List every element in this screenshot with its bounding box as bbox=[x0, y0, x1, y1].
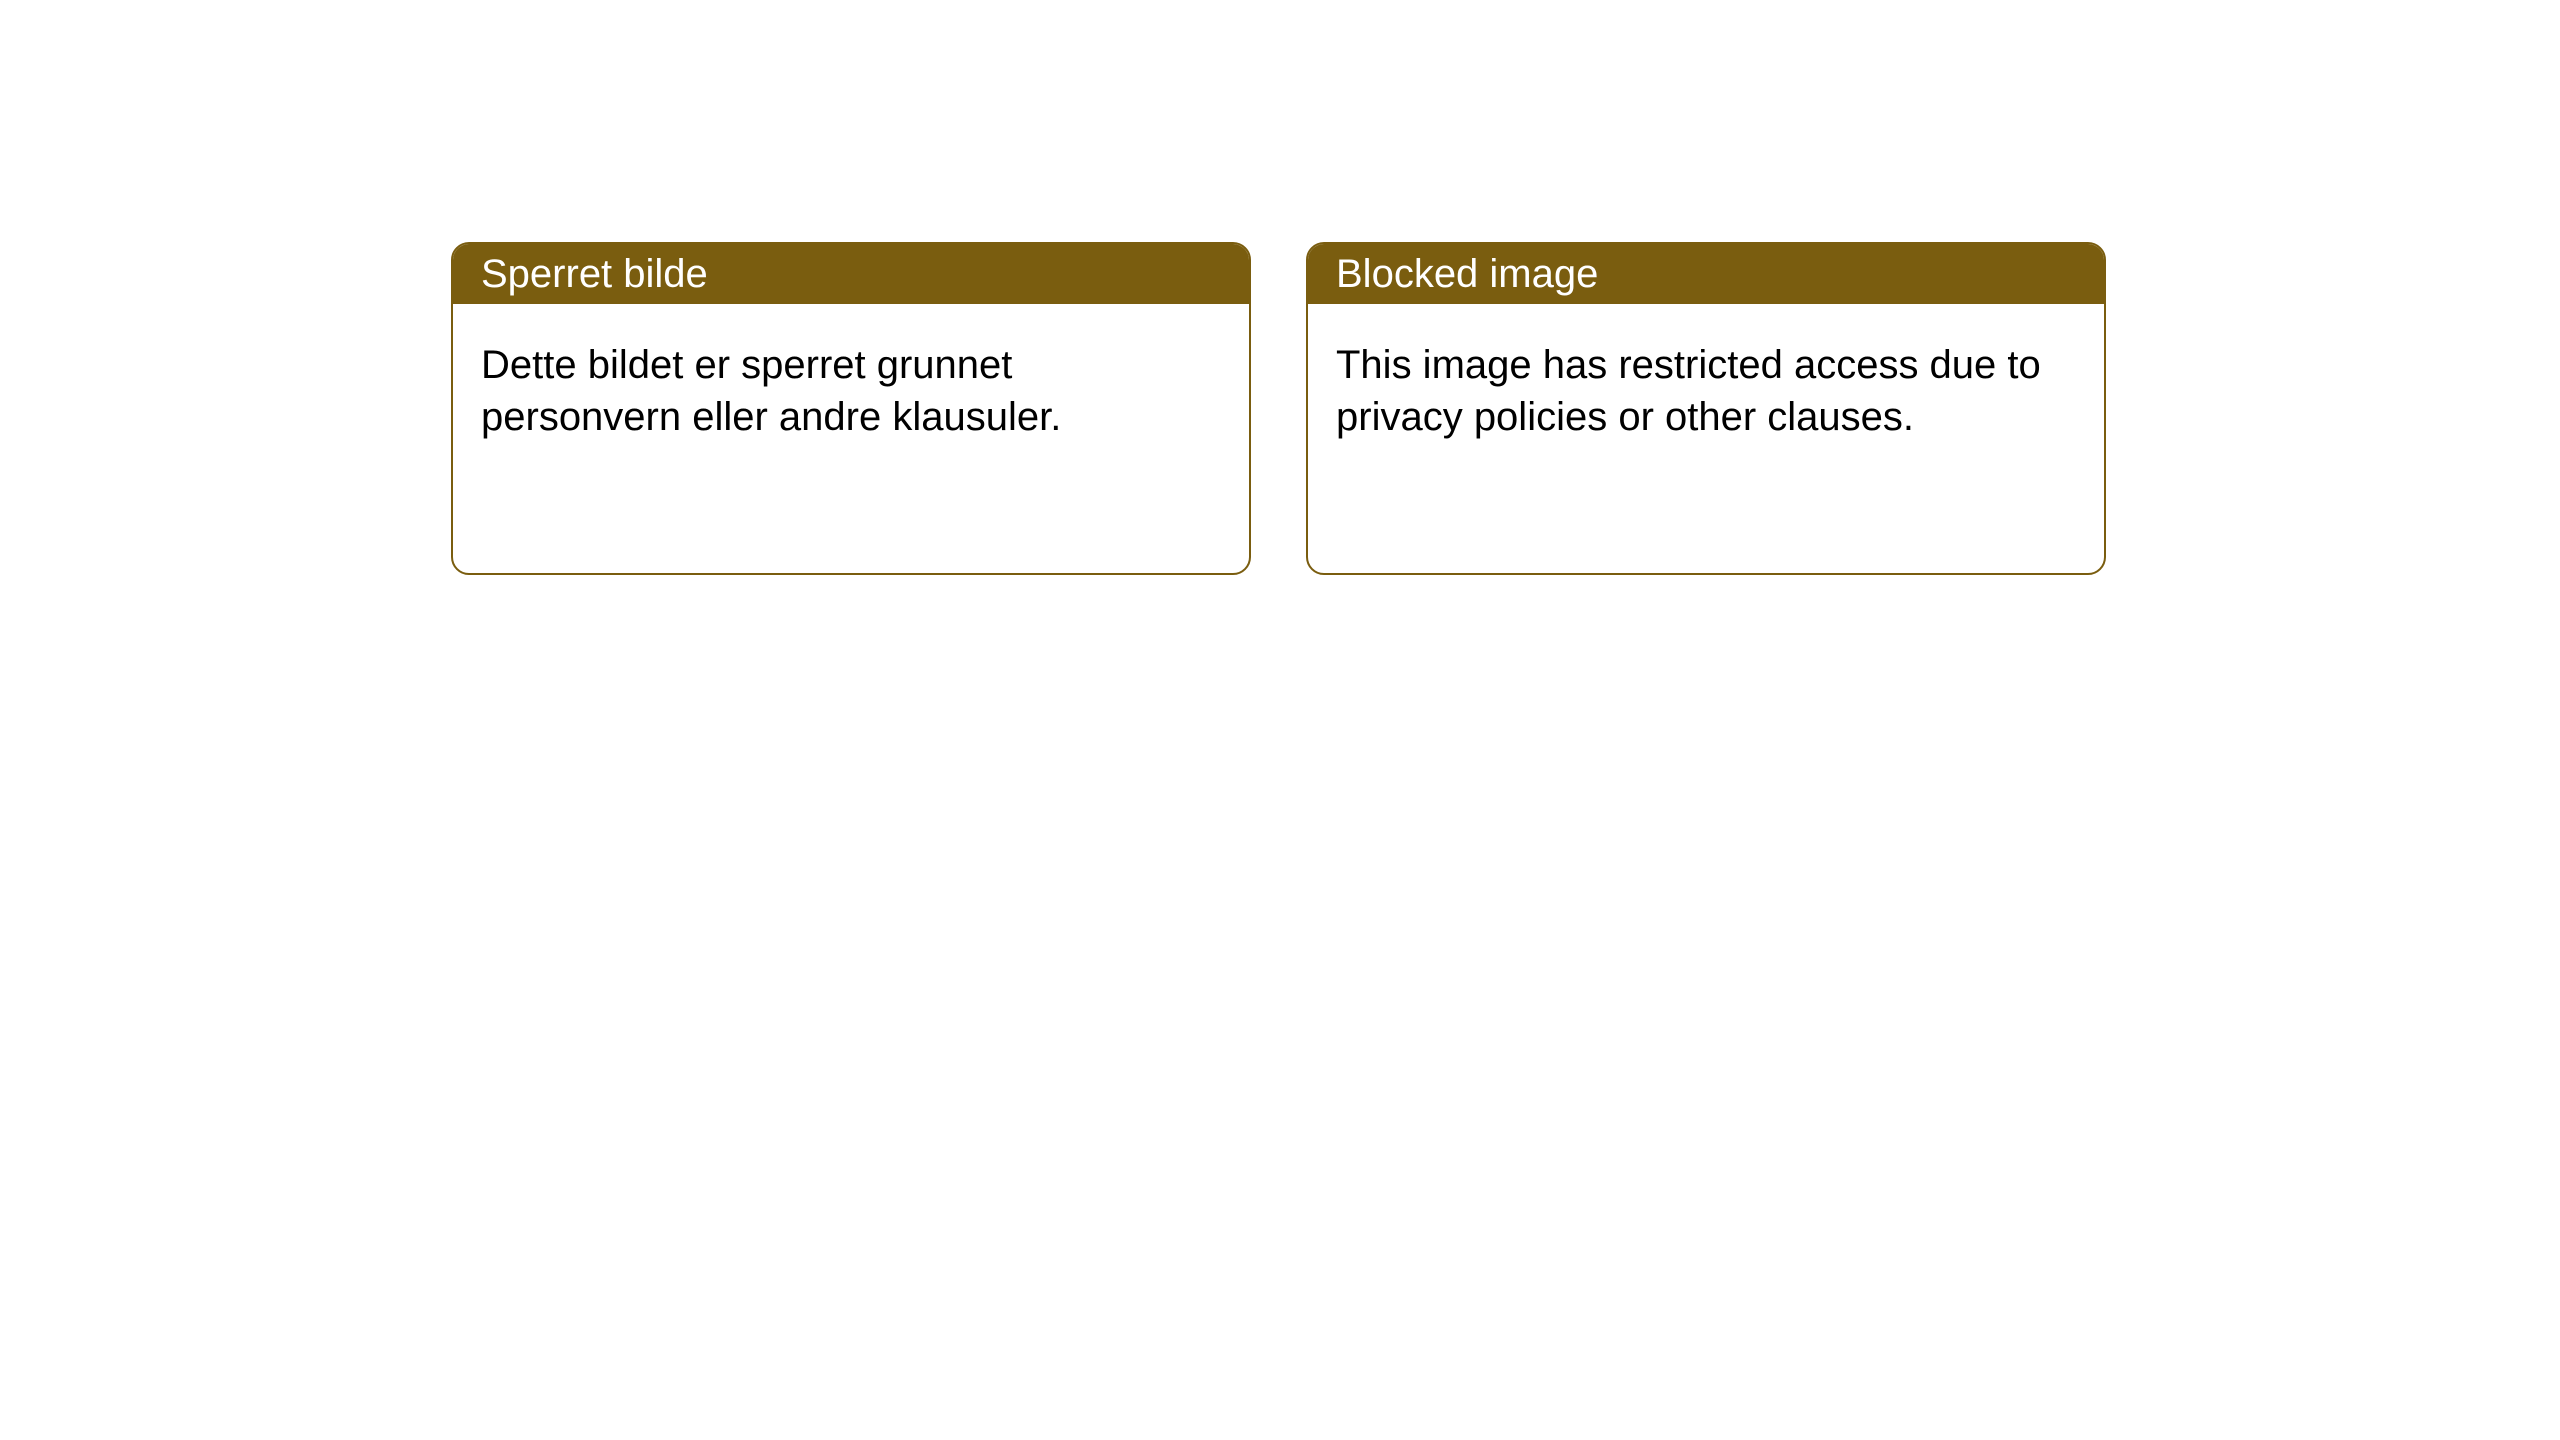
card-body-norwegian: Dette bildet er sperret grunnet personve… bbox=[453, 304, 1249, 478]
notice-card-norwegian: Sperret bilde Dette bildet er sperret gr… bbox=[451, 242, 1251, 575]
card-body-english: This image has restricted access due to … bbox=[1308, 304, 2104, 478]
notice-card-english: Blocked image This image has restricted … bbox=[1306, 242, 2106, 575]
notice-cards-container: Sperret bilde Dette bildet er sperret gr… bbox=[451, 242, 2106, 575]
card-header-english: Blocked image bbox=[1308, 244, 2104, 304]
card-header-norwegian: Sperret bilde bbox=[453, 244, 1249, 304]
